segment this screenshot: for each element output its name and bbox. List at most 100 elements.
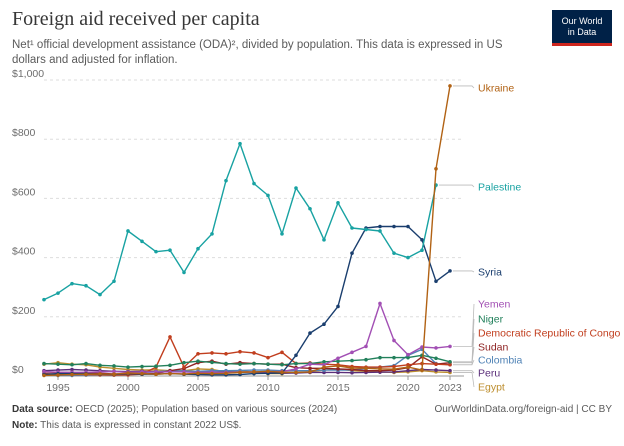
data-point	[350, 350, 354, 355]
data-point	[350, 251, 354, 255]
data-point	[448, 269, 452, 273]
data-point	[252, 370, 256, 374]
data-point	[140, 239, 144, 244]
legend-connector	[453, 318, 475, 363]
data-point	[448, 84, 452, 88]
legend-label: Syria	[478, 267, 502, 279]
data-point	[392, 338, 396, 343]
data-point	[406, 352, 410, 357]
legend-label: Democratic Republic of Congo	[478, 328, 621, 340]
data-point	[434, 279, 438, 284]
data-point	[98, 363, 102, 368]
data-point	[98, 372, 102, 376]
x-tick-label: 2000	[116, 382, 140, 394]
data-point	[42, 297, 46, 302]
legend-connector	[453, 303, 475, 347]
data-point	[210, 351, 214, 355]
data-point	[364, 357, 368, 362]
data-point	[392, 251, 396, 255]
data-point	[154, 249, 158, 254]
data-point	[252, 361, 256, 366]
data-point	[364, 344, 368, 349]
data-point	[406, 355, 410, 360]
data-point	[224, 361, 228, 366]
data-point	[154, 364, 158, 369]
data-point	[350, 366, 354, 370]
data-point	[392, 364, 396, 369]
data-point	[42, 369, 46, 374]
data-point	[448, 344, 452, 349]
data-point	[238, 141, 242, 146]
data-point	[392, 224, 396, 229]
data-point	[140, 364, 144, 369]
data-point	[252, 181, 256, 186]
data-point	[42, 373, 46, 378]
data-point	[84, 361, 88, 366]
data-point	[112, 364, 116, 368]
data-point	[210, 371, 214, 376]
owid-logo[interactable]: Our World in Data	[552, 10, 612, 46]
data-point	[98, 292, 102, 297]
data-point	[448, 368, 452, 373]
data-point	[420, 248, 424, 252]
data-point	[154, 372, 158, 377]
data-point	[406, 365, 410, 369]
legend-connector	[453, 332, 475, 366]
data-point	[322, 322, 326, 327]
chart-subtitle: Net¹ official development assistance (OD…	[12, 39, 503, 66]
data-point	[70, 372, 74, 377]
footer-source: Data source: OECD (2025); Population bas…	[12, 404, 612, 415]
data-point	[350, 358, 354, 363]
data-point	[336, 367, 340, 371]
data-point	[70, 367, 74, 372]
y-tick-label: $400	[12, 246, 36, 258]
data-point	[308, 366, 312, 371]
data-point	[182, 372, 186, 376]
data-point	[378, 229, 382, 233]
data-point	[294, 353, 298, 358]
data-point	[280, 362, 284, 367]
data-point	[140, 371, 144, 376]
data-point	[308, 206, 312, 211]
legend-label: Egypt	[478, 382, 505, 394]
data-point	[182, 270, 186, 275]
data-point	[266, 362, 270, 366]
data-point	[294, 361, 298, 366]
data-point	[112, 279, 116, 284]
y-tick-label: $0	[12, 364, 24, 376]
data-point	[434, 368, 438, 372]
data-point	[224, 178, 228, 183]
data-point	[406, 224, 410, 229]
data-point	[420, 368, 424, 372]
data-point	[42, 361, 46, 366]
data-point	[112, 372, 116, 377]
data-point	[378, 367, 382, 371]
source-url-link[interactable]: OurWorldinData.org/foreign-aid | CC BY	[434, 404, 613, 415]
data-point	[294, 186, 298, 190]
x-tick-label: 2023	[438, 382, 462, 394]
legend-label: Palestine	[478, 182, 521, 194]
data-point	[280, 232, 284, 236]
line-chart: $0 $200 $400 $600 $800 $1,000 1995 2000 2005 2010…	[12, 68, 621, 394]
logo-accent-bar	[552, 43, 612, 46]
data-point	[434, 362, 438, 366]
data-point	[210, 232, 214, 236]
legend-label: Ukraine	[478, 83, 514, 95]
x-tick-label: 2005	[186, 382, 210, 394]
data-point	[322, 365, 326, 369]
data-point	[350, 370, 354, 375]
data-point	[126, 229, 130, 233]
legend-connector	[453, 370, 475, 374]
legend-label: Peru	[478, 368, 500, 380]
data-point	[308, 362, 312, 366]
data-point	[406, 255, 410, 260]
data-point	[196, 359, 200, 364]
data-point	[238, 349, 242, 354]
series-line-niger	[43, 354, 451, 368]
data-point	[280, 350, 284, 355]
data-point	[448, 362, 452, 367]
data-point	[168, 248, 172, 252]
data-point	[168, 335, 172, 339]
data-point	[392, 355, 396, 360]
legend-connector	[453, 346, 475, 364]
